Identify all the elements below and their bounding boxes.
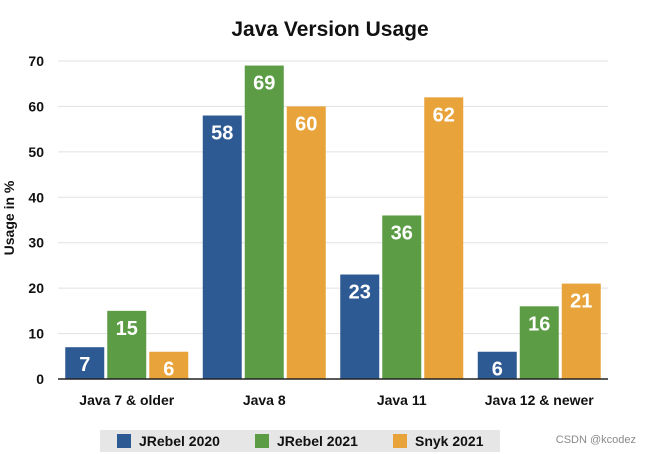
y-tick-label: 20 — [28, 280, 44, 296]
bar — [107, 310, 147, 379]
bar — [244, 65, 284, 380]
data-label: 16 — [528, 313, 550, 335]
bars — [65, 65, 601, 380]
legend-swatch — [255, 434, 269, 448]
chart-title: Java Version Usage — [231, 18, 428, 41]
gridlines — [58, 60, 608, 335]
data-label: 6 — [492, 359, 503, 381]
y-tick-label: 10 — [28, 326, 44, 342]
legend-swatch — [117, 434, 131, 448]
y-tick-label: 70 — [28, 53, 44, 69]
legend-swatch — [393, 434, 407, 448]
legend-label: Snyk 2021 — [415, 433, 484, 449]
x-category-label: Java 11 — [377, 392, 427, 408]
legend-label: JRebel 2021 — [277, 433, 358, 449]
legend-label: JRebel 2020 — [139, 433, 220, 449]
y-axis-ticks: 0 10 20 30 40 50 60 70 — [28, 53, 44, 387]
bar — [149, 351, 189, 379]
watermark-text: CSDN @kcodez — [556, 434, 636, 446]
data-label: 36 — [391, 222, 413, 244]
bar — [561, 283, 601, 379]
x-category-label: Java 7 & older — [79, 392, 174, 408]
data-label: 21 — [570, 291, 592, 313]
bar — [65, 347, 105, 379]
y-tick-label: 0 — [36, 371, 44, 387]
data-labels: 7 15 6 58 69 60 23 36 62 6 16 21 — [79, 73, 592, 381]
bar — [382, 215, 422, 379]
x-category-label: Java 8 — [243, 392, 286, 408]
bar — [477, 351, 517, 379]
y-tick-label: 30 — [28, 235, 44, 251]
bar — [340, 274, 380, 379]
data-label: 6 — [163, 359, 174, 381]
data-label: 23 — [349, 282, 371, 304]
bar — [202, 115, 242, 379]
data-label: 7 — [79, 354, 90, 376]
y-axis-label: Usage in % — [1, 180, 17, 255]
data-label: 58 — [211, 123, 233, 145]
bar — [424, 97, 464, 379]
bar — [286, 106, 326, 379]
data-label: 62 — [433, 104, 455, 126]
legend: JRebel 2020 JRebel 2021 Snyk 2021 — [100, 430, 500, 452]
y-tick-label: 50 — [28, 144, 44, 160]
x-category-label: Java 12 & newer — [485, 392, 595, 408]
y-tick-label: 60 — [28, 98, 44, 114]
data-label: 60 — [295, 113, 317, 135]
data-label: 15 — [116, 318, 138, 340]
data-label: 69 — [253, 73, 275, 95]
bar — [519, 306, 559, 379]
x-axis-categories: Java 7 & older Java 8 Java 11 Java 12 & new… — [79, 392, 594, 408]
y-tick-label: 40 — [28, 189, 44, 205]
